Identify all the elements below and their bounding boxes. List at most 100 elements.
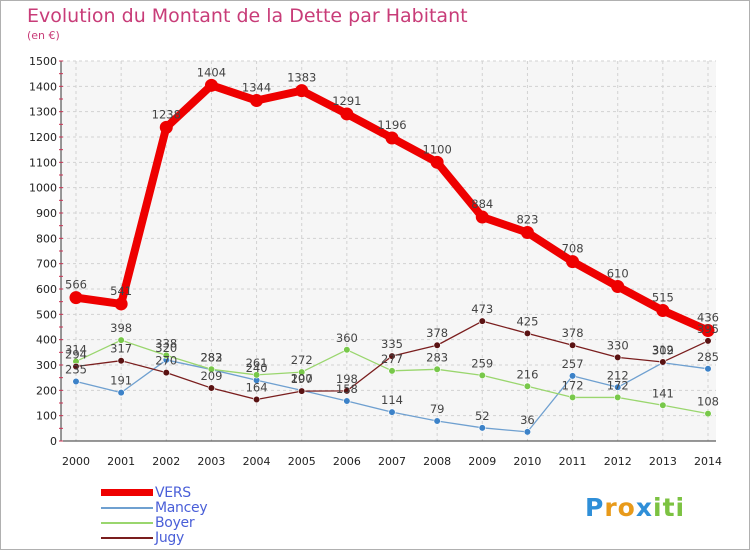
data-point-vers (520, 226, 534, 240)
data-label-boyer: 283 (426, 350, 448, 364)
data-point-jugy (162, 369, 170, 377)
y-tick-label: 1500 (29, 55, 57, 68)
data-label-mancey: 212 (607, 368, 629, 382)
y-tick-label: 0 (50, 435, 57, 448)
data-label-vers: 566 (65, 278, 87, 292)
data-label-boyer: 360 (336, 331, 358, 345)
data-point-boyer (659, 401, 667, 409)
data-label-vers: 1100 (423, 142, 452, 156)
data-point-boyer (117, 336, 125, 344)
data-point-boyer (388, 367, 396, 375)
data-point-vers (159, 120, 173, 134)
y-tick-label: 600 (36, 283, 57, 296)
data-point-vers (385, 131, 399, 145)
data-point-vers (204, 78, 218, 92)
data-label-jugy: 395 (697, 322, 719, 336)
data-label-jugy: 209 (200, 369, 222, 383)
x-tick-label: 2005 (288, 455, 316, 468)
data-label-mancey: 158 (336, 382, 358, 396)
data-point-mancey (568, 372, 577, 380)
data-label-mancey: 200 (291, 371, 313, 385)
data-label-boyer: 141 (652, 386, 674, 400)
data-point-vers (114, 297, 128, 311)
y-tick-label: 300 (36, 359, 57, 372)
y-tick-label: 700 (36, 258, 57, 271)
legend-label: VERS (155, 484, 191, 501)
y-tick-label: 900 (36, 207, 57, 220)
y-tick-label: 100 (36, 410, 57, 423)
data-point-boyer (433, 365, 441, 373)
data-point-vers (611, 279, 625, 293)
x-tick-label: 2002 (152, 455, 180, 468)
legend: VERS Mancey Boyer Jugy (101, 484, 208, 546)
legend-item-mancey: Mancey (101, 500, 208, 516)
data-point-boyer (298, 368, 306, 376)
legend-item-jugy: Jugy (101, 530, 207, 546)
data-label-boyer: 338 (155, 336, 177, 350)
brand-logo: Proxiti (585, 493, 685, 522)
y-tick-label: 400 (36, 334, 57, 347)
data-point-jugy (388, 352, 396, 360)
data-label-vers: 1196 (377, 118, 406, 132)
data-label-vers: 708 (562, 242, 584, 256)
data-label-jugy: 335 (381, 337, 403, 351)
x-tick-label: 2007 (378, 455, 406, 468)
data-label-mancey: 36 (520, 413, 535, 427)
data-point-mancey (388, 408, 396, 416)
data-point-mancey (704, 365, 712, 373)
data-point-vers (566, 255, 580, 269)
brand-letter: i (653, 493, 663, 522)
data-point-vers (295, 84, 309, 98)
data-label-jugy: 312 (652, 343, 674, 357)
y-tick-label: 1400 (29, 80, 57, 93)
y-tick-label: 800 (36, 232, 57, 245)
data-label-vers: 541 (110, 284, 132, 298)
data-point-boyer (568, 393, 577, 402)
legend-label: Boyer (155, 514, 195, 531)
data-label-vers: 1238 (152, 107, 181, 121)
x-tick-label: 2013 (649, 455, 677, 468)
data-label-jugy: 378 (562, 326, 584, 340)
x-tick-label: 2008 (423, 455, 451, 468)
brand-letter: o (617, 493, 636, 522)
data-label-jugy: 294 (65, 348, 87, 362)
brand-letter: x (635, 493, 653, 522)
data-label-jugy: 317 (110, 342, 132, 356)
data-point-boyer (252, 371, 261, 379)
data-point-boyer (162, 351, 170, 359)
x-tick-label: 2010 (513, 455, 541, 468)
data-label-vers: 515 (652, 291, 674, 305)
data-label-boyer: 172 (607, 378, 629, 392)
data-point-boyer (207, 365, 216, 373)
y-tick-label: 200 (36, 384, 57, 397)
legend-swatch (101, 521, 153, 524)
data-point-jugy (614, 353, 622, 362)
line-chart: 0 100 200 300 400 500 600 700 800 900 1000 1100 1200… (29, 55, 722, 468)
brand-letter: t (662, 493, 676, 522)
data-point-jugy (568, 341, 577, 349)
data-label-boyer: 261 (246, 356, 268, 370)
data-label-boyer: 398 (110, 321, 132, 335)
data-label-jugy: 425 (516, 314, 538, 328)
data-point-vers (250, 94, 264, 108)
data-label-jugy: 330 (607, 338, 629, 352)
chart-unit-label: (en €) (27, 29, 60, 42)
brand-letter: r (604, 493, 618, 522)
y-tick-label: 1100 (29, 156, 57, 169)
legend-swatch (101, 489, 153, 496)
data-point-jugy (478, 317, 486, 325)
y-tick-label: 1000 (29, 182, 57, 195)
data-point-mancey (523, 428, 532, 436)
x-tick-label: 2012 (604, 455, 632, 468)
data-point-boyer (478, 371, 486, 379)
x-tick-label: 2001 (107, 455, 135, 468)
data-label-jugy: 198 (336, 372, 358, 386)
data-point-jugy (343, 387, 351, 395)
data-label-mancey: 285 (697, 350, 719, 364)
data-label-vers: 1383 (287, 71, 316, 85)
brand-letter: P (585, 493, 605, 522)
data-point-vers (340, 107, 354, 121)
data-point-boyer (704, 410, 712, 418)
data-label-boyer: 277 (381, 352, 403, 366)
